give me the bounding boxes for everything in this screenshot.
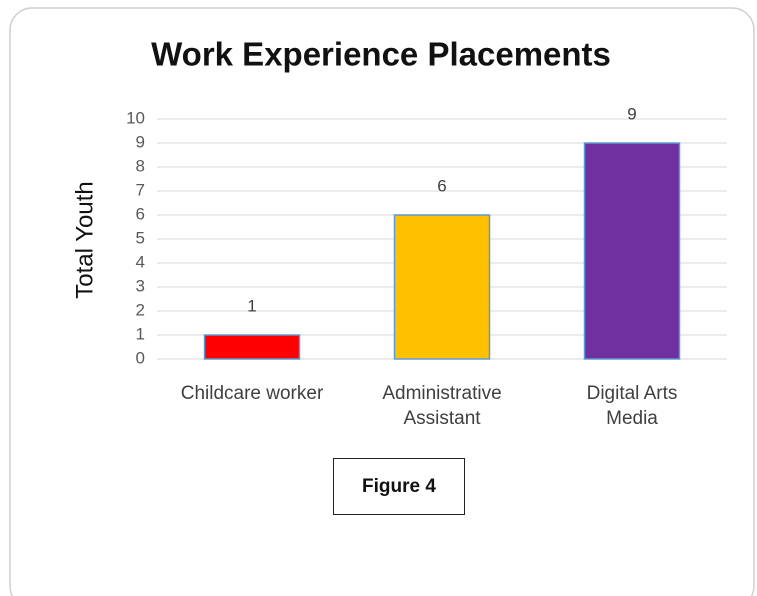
data-label: 1 [247,296,256,315]
data-label: 6 [437,176,446,195]
chart-frame [9,7,755,596]
x-tick-label: Childcare worker [180,383,324,404]
y-tick-label: 4 [136,252,145,271]
y-tick-label: 0 [136,348,145,367]
bar [203,334,301,360]
y-tick-label: 1 [136,324,145,343]
y-tick-label: 5 [136,228,145,247]
bar [393,214,491,360]
figure-caption: Figure 4 [333,458,465,515]
x-tick-label: Digital Arts Media [586,383,678,429]
x-tick-label: Administrative Assistant [382,383,502,429]
y-tick-label: 6 [136,204,145,223]
y-axis-label: Total Youth [71,181,98,298]
y-tick-label: 10 [126,108,145,127]
bar [583,142,681,360]
y-tick-label: 7 [136,180,145,199]
y-tick-label: 8 [136,156,145,175]
chart-title: Work Experience Placements [151,36,611,73]
y-tick-label: 3 [136,276,145,295]
y-tick-label: 9 [136,132,145,151]
y-tick-label: 2 [136,300,145,319]
data-label: 9 [627,104,636,123]
